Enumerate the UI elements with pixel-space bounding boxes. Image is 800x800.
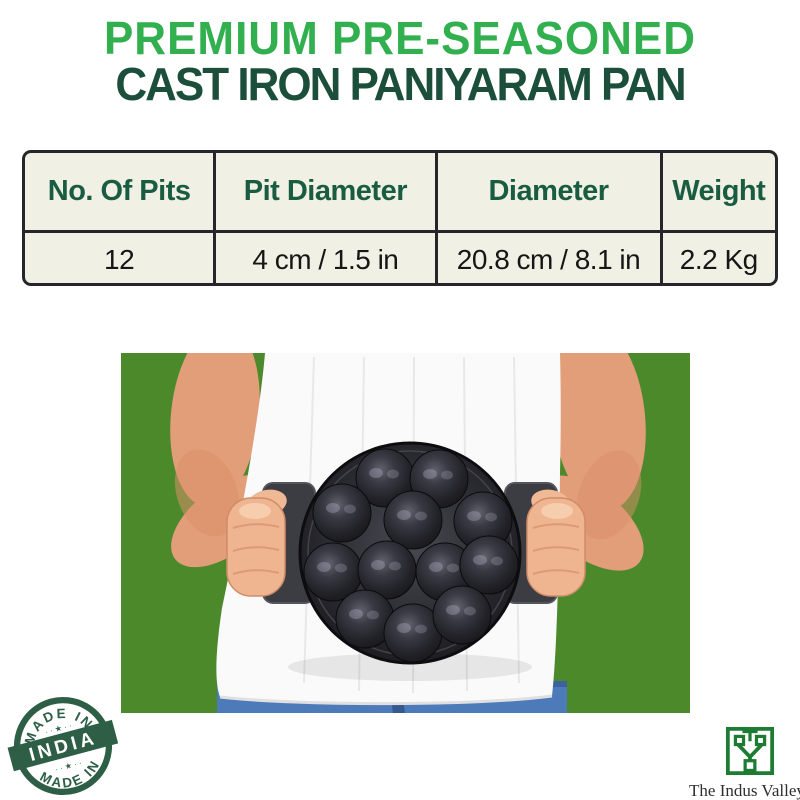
right-hand [526,489,586,597]
brand-logo: The Indus Valley® [668,724,800,800]
paniyaram-pan [298,441,522,665]
spec-value-pit-diameter: 4 cm / 1.5 in [216,233,438,283]
title-line2: CAST IRON PANIYARAM PAN [115,58,686,111]
title-line1: PREMIUM PRE-SEASONED [103,12,697,65]
spec-header-weight: Weight [662,153,775,233]
spec-value-diameter: 20.8 cm / 8.1 in [438,233,663,283]
indus-valley-logo-icon [725,726,775,776]
stamp-banner [7,719,119,772]
product-photo [121,353,690,713]
spec-value-pits: 12 [25,233,217,283]
left-hand [226,489,287,597]
brand-name: The Indus Valley® [689,781,800,800]
spec-header-diameter: Diameter [437,153,663,233]
spec-value-weight: 2.2 Kg [679,243,758,275]
spec-header-pit-diameter: Pit Diameter [216,153,438,233]
spec-header-pits: No. Of Pits [25,153,217,233]
spec-table: No. Of Pits Pit Diameter Diameter Weight… [22,150,778,286]
made-in-india-stamp: MADE IN MADE IN · · ★ · · · · ★ · · INDI… [7,692,119,800]
